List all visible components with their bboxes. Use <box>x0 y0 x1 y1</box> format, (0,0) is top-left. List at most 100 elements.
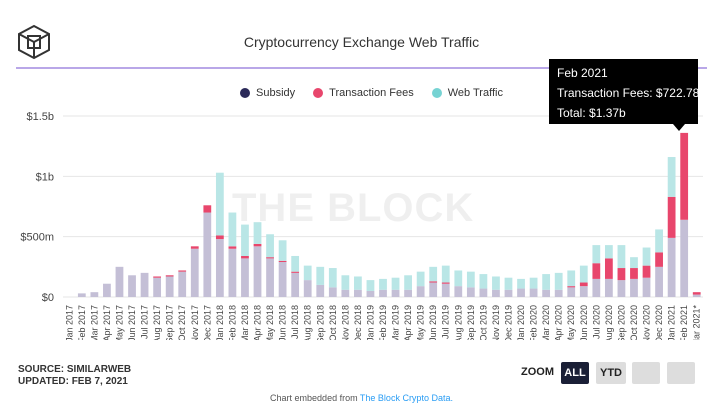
bar-segment-web-traffic[interactable] <box>567 270 576 287</box>
bar-segment-web-traffic[interactable] <box>466 271 475 288</box>
bar-segment-transaction-fees[interactable] <box>680 132 689 220</box>
bar-segment-subsidy[interactable] <box>554 289 563 297</box>
bar-segment-web-traffic[interactable] <box>655 229 663 253</box>
bar-segment-web-traffic[interactable] <box>253 222 262 244</box>
bar-segment-transaction-fees[interactable] <box>604 258 613 279</box>
bar-segment-web-traffic[interactable] <box>303 265 312 281</box>
bar-segment-transaction-fees[interactable] <box>178 270 187 272</box>
bar-segment-subsidy[interactable] <box>228 248 237 297</box>
bar-segment-subsidy[interactable] <box>278 262 287 297</box>
bar-segment-web-traffic[interactable] <box>630 257 638 269</box>
bar-segment-subsidy[interactable] <box>203 212 212 297</box>
bar-segment-transaction-fees[interactable] <box>429 281 438 283</box>
bar-segment-subsidy[interactable] <box>253 246 262 297</box>
bar-segment-web-traffic[interactable] <box>642 247 651 266</box>
bar-segment-subsidy[interactable] <box>404 289 412 297</box>
bar-segment-subsidy[interactable] <box>642 277 651 297</box>
bar-segment-web-traffic[interactable] <box>492 276 500 290</box>
bar-segment-subsidy[interactable] <box>391 289 400 297</box>
bar-segment-subsidy[interactable] <box>128 275 136 297</box>
bar-segment-web-traffic[interactable] <box>554 272 563 290</box>
legend-item-subsidy[interactable]: Subsidy <box>240 87 295 99</box>
bar-segment-subsidy[interactable] <box>241 258 249 297</box>
bar-segment-web-traffic[interactable] <box>366 280 375 291</box>
bar-segment-subsidy[interactable] <box>366 290 375 297</box>
bar-segment-web-traffic[interactable] <box>341 275 350 290</box>
bar-segment-subsidy[interactable] <box>266 258 274 297</box>
bar-segment-subsidy[interactable] <box>379 289 387 297</box>
bar-segment-web-traffic[interactable] <box>542 274 551 290</box>
bar-segment-transaction-fees[interactable] <box>579 282 588 287</box>
legend-item-transaction-fees[interactable]: Transaction Fees <box>313 87 414 99</box>
bar-segment-web-traffic[interactable] <box>667 157 676 197</box>
bar-segment-subsidy[interactable] <box>692 294 701 297</box>
bar-segment-subsidy[interactable] <box>178 271 187 297</box>
bar-segment-subsidy[interactable] <box>579 286 588 297</box>
bar-segment-web-traffic[interactable] <box>604 245 613 259</box>
zoom-all-button[interactable]: ALL <box>561 362 589 384</box>
bar-segment-subsidy[interactable] <box>190 248 199 297</box>
bar-segment-subsidy[interactable] <box>215 239 224 297</box>
bar-segment-subsidy[interactable] <box>115 266 124 297</box>
bar-segment-transaction-fees[interactable] <box>253 243 262 247</box>
bar-segment-web-traffic[interactable] <box>592 245 601 264</box>
bar-segment-web-traffic[interactable] <box>579 265 588 283</box>
bar-segment-web-traffic[interactable] <box>529 277 538 289</box>
bar-segment-subsidy[interactable] <box>416 286 425 297</box>
bar-segment-transaction-fees[interactable] <box>655 252 663 267</box>
bar-segment-web-traffic[interactable] <box>416 271 425 287</box>
bar-segment-subsidy[interactable] <box>429 282 438 297</box>
bar-segment-subsidy[interactable] <box>316 284 325 297</box>
bar-segment-transaction-fees[interactable] <box>592 263 601 279</box>
bar-segment-transaction-fees[interactable] <box>266 257 274 259</box>
bar-segment-transaction-fees[interactable] <box>567 286 576 288</box>
bar-segment-subsidy[interactable] <box>441 283 450 297</box>
bar-segment-subsidy[interactable] <box>303 280 312 297</box>
bar-segment-subsidy[interactable] <box>103 283 111 297</box>
bar-segment-subsidy[interactable] <box>667 237 676 297</box>
bar-segment-web-traffic[interactable] <box>354 276 362 290</box>
bar-segment-web-traffic[interactable] <box>517 278 525 289</box>
bar-segment-subsidy[interactable] <box>655 266 663 297</box>
bar-segment-web-traffic[interactable] <box>429 266 438 282</box>
zoom-range-button-2[interactable] <box>667 362 695 384</box>
footer-link[interactable]: The Block Crypto Data. <box>359 393 453 403</box>
zoom-range-button-1[interactable] <box>632 362 660 384</box>
bar-segment-subsidy[interactable] <box>529 288 538 297</box>
bar-segment-subsidy[interactable] <box>604 278 613 297</box>
legend-item-web-traffic[interactable]: Web Traffic <box>431 87 503 99</box>
bar-segment-web-traffic[interactable] <box>266 234 274 258</box>
bar-segment-web-traffic[interactable] <box>504 277 513 290</box>
bar-segment-web-traffic[interactable] <box>404 275 412 290</box>
bar-segment-transaction-fees[interactable] <box>291 271 300 273</box>
bar-segment-transaction-fees[interactable] <box>215 235 224 240</box>
bar-segment-web-traffic[interactable] <box>228 212 237 247</box>
bar-segment-transaction-fees[interactable] <box>667 196 676 238</box>
bar-segment-transaction-fees[interactable] <box>617 268 626 281</box>
bar-segment-subsidy[interactable] <box>517 288 525 297</box>
bar-segment-transaction-fees[interactable] <box>441 282 450 284</box>
bar-segment-transaction-fees[interactable] <box>228 246 237 249</box>
bar-segment-subsidy[interactable] <box>328 287 337 297</box>
bar-segment-transaction-fees[interactable] <box>278 260 287 263</box>
bar-segment-transaction-fees[interactable] <box>241 255 249 259</box>
bar-segment-web-traffic[interactable] <box>328 268 337 288</box>
bar-segment-subsidy[interactable] <box>466 287 475 297</box>
bar-segment-transaction-fees[interactable] <box>190 246 199 249</box>
bar-segment-subsidy[interactable] <box>542 289 551 297</box>
bar-segment-subsidy[interactable] <box>454 286 463 297</box>
zoom-ytd-button[interactable]: YTD <box>596 362 626 384</box>
bar-segment-subsidy[interactable] <box>153 277 162 297</box>
bar-segment-subsidy[interactable] <box>140 272 149 297</box>
bar-segment-transaction-fees[interactable] <box>203 205 212 213</box>
bar-segment-web-traffic[interactable] <box>441 265 450 283</box>
bar-segment-web-traffic[interactable] <box>316 266 325 285</box>
bar-segment-subsidy[interactable] <box>567 287 576 297</box>
bar-segment-web-traffic[interactable] <box>241 224 249 256</box>
bar-segment-web-traffic[interactable] <box>479 274 488 289</box>
bar-segment-web-traffic[interactable] <box>379 278 387 290</box>
bar-segment-web-traffic[interactable] <box>391 277 400 290</box>
bar-segment-subsidy[interactable] <box>291 272 300 297</box>
bar-segment-web-traffic[interactable] <box>278 240 287 261</box>
bar-segment-subsidy[interactable] <box>592 278 601 297</box>
